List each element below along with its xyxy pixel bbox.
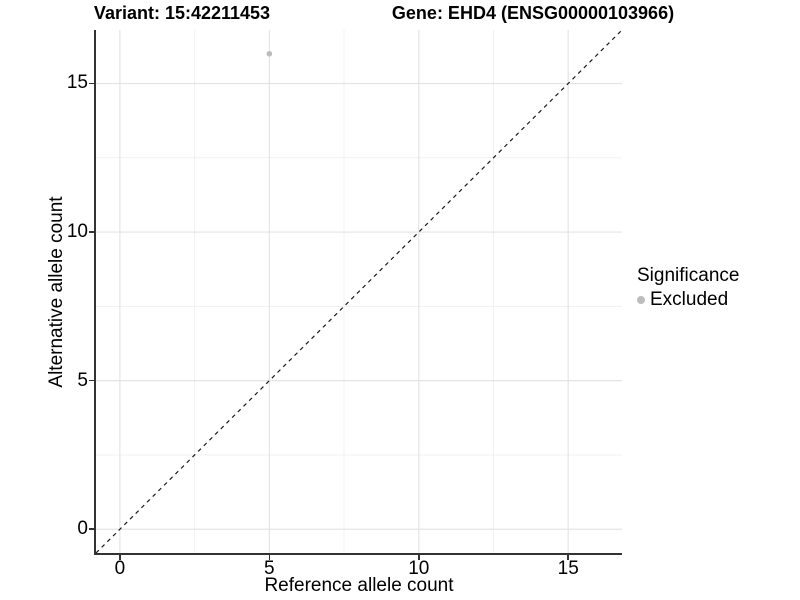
plot-panel [94,30,622,555]
plot-area [96,30,622,553]
variant-title: Variant: 15:42211453 [93,3,271,23]
y-tick-mark [89,528,94,530]
x-tick-mark [567,555,569,560]
legend-item-label: Excluded [650,289,729,310]
x-tick-mark [119,555,121,560]
x-tick-mark [418,555,420,560]
x-tick-mark [268,555,271,560]
x-tick-label: 0 [114,558,126,579]
x-tick-label: 5 [264,558,275,579]
y-tick-label: 10 [66,221,88,243]
x-axis-title: Reference allele count [264,575,454,596]
y-tick-mark [89,379,94,382]
legend-item-excluded: Excluded [637,289,739,311]
y-tick-label: 15 [66,72,88,94]
gene-title: Gene: EHD4 (ENSG00000103966) [391,3,675,23]
x-tick-label: 15 [557,558,579,579]
x-tick-label: 10 [408,558,430,579]
legend-title: Significance [637,265,740,286]
identity-dashed-line [96,30,622,553]
legend: Significance Excluded [637,265,739,311]
y-tick-mark [89,231,94,233]
y-tick-label: 5 [77,369,88,391]
y-tick-label: 0 [77,518,88,540]
legend-point-icon [637,296,645,304]
y-tick-mark [89,82,94,85]
data-point-excluded [266,50,273,57]
